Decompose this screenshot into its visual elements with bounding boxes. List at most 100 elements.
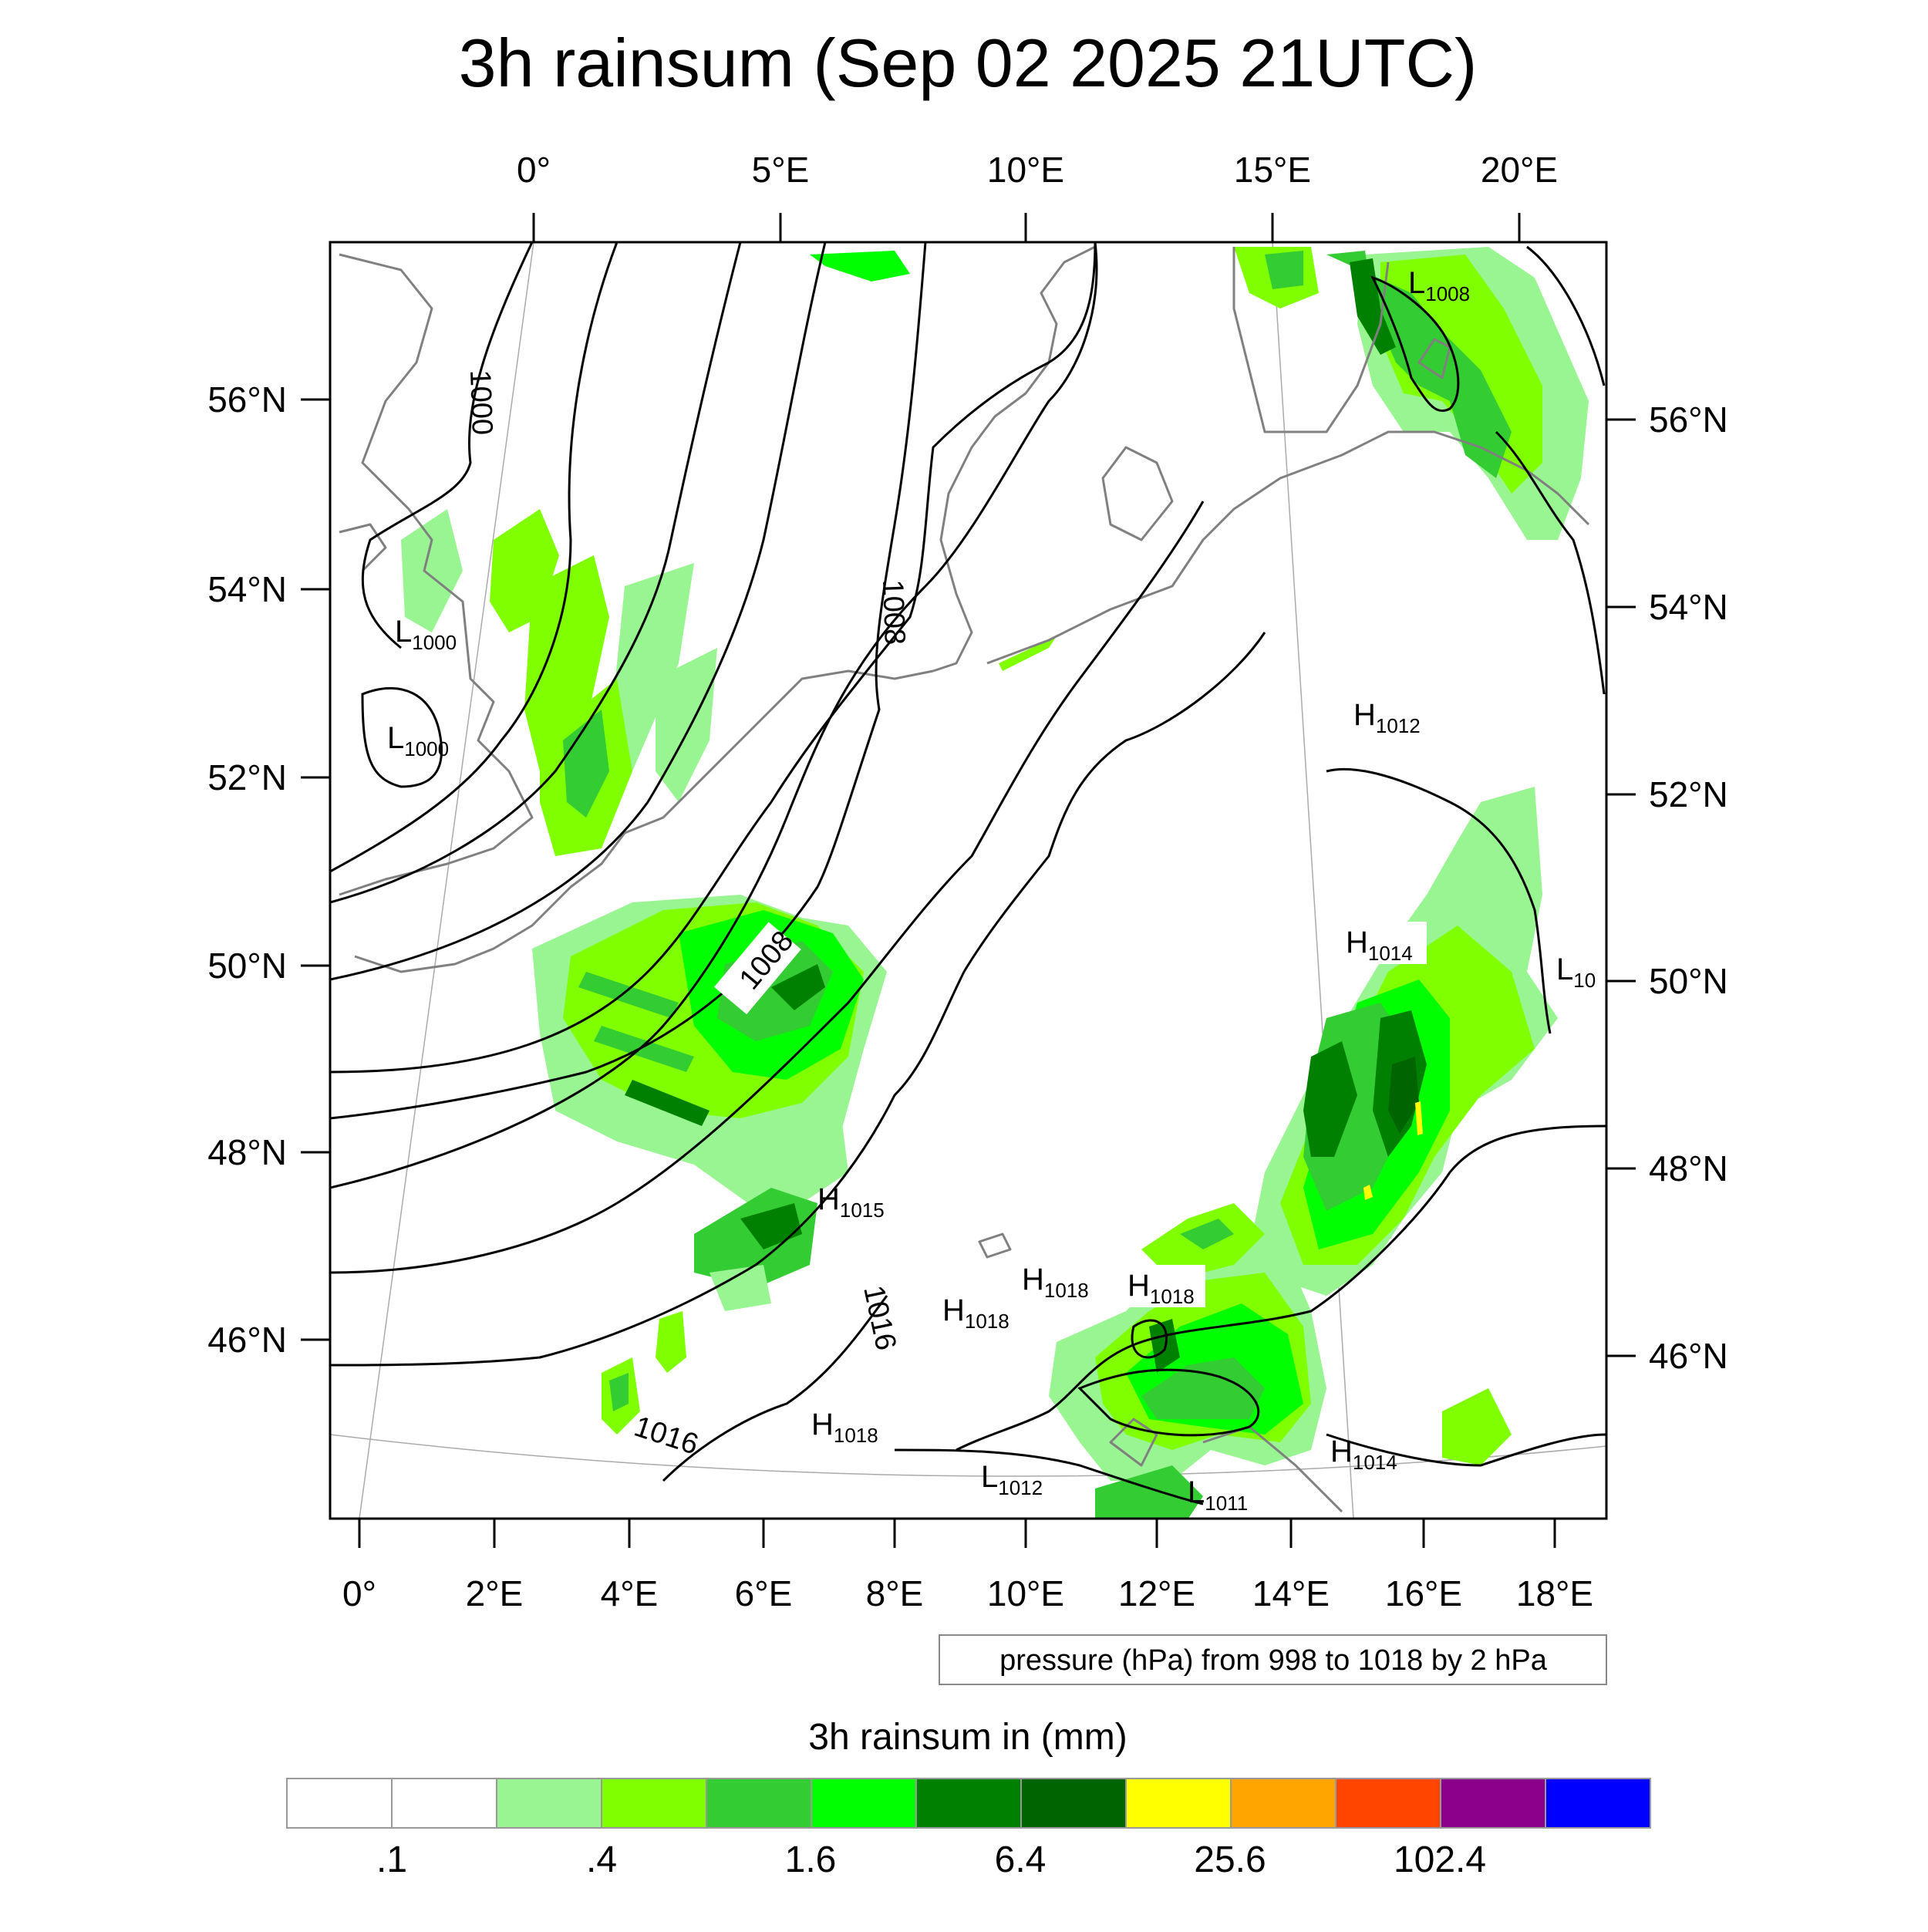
left-lat-label-1: 54°N (207, 569, 287, 609)
isobar-1012 (330, 242, 1098, 1189)
pressure-centers: L1000 L1000 L1008 H1012 H1014 L10 H1015 … (387, 266, 1596, 1515)
figure-title: 3h rainsum (Sep 02 2025 21UTC) (459, 25, 1478, 101)
top-lon-label-4: 20°E (1481, 150, 1558, 190)
coast-france-north (354, 832, 626, 973)
coast-lakes-alps (1109, 1418, 1158, 1467)
high-center-8: H1014 (1330, 1435, 1397, 1474)
colorbar-tick-2: 1.6 (785, 1839, 837, 1880)
colorbar-tick-5: 102.4 (1394, 1839, 1486, 1880)
isobar-1006 (330, 242, 827, 981)
svg-text:H1014: H1014 (1346, 926, 1413, 965)
colorbar-box-0 (286, 1778, 393, 1829)
colorbar-box-1 (391, 1778, 497, 1829)
colorbar-box-11 (1440, 1778, 1546, 1829)
rain-area-north-sea-band-2 (524, 555, 609, 771)
low-center-2: L1000 (387, 721, 449, 760)
right-ticks (1606, 418, 1636, 1357)
rain-area-vosges (771, 1111, 848, 1203)
right-lat-label-3: 50°N (1649, 961, 1728, 1001)
low-center-3: L1008 (1408, 266, 1470, 305)
high-center-6: H1018 (942, 1293, 1010, 1333)
low-center-5: L1012 (981, 1460, 1043, 1499)
svg-text:L1008: L1008 (1408, 266, 1470, 305)
coast-adriatic (1202, 1425, 1343, 1513)
top-lon-label-2: 10°E (987, 150, 1064, 190)
left-ticks (301, 398, 330, 1341)
high-center-7: H1018 (811, 1408, 878, 1447)
left-lat-label-5: 46°N (207, 1320, 287, 1360)
coast-denmark-islands (1101, 446, 1174, 541)
rain-area-benelux-core (771, 964, 825, 1010)
rain-area-streaks-b (594, 1026, 694, 1072)
rain-area-sweden-core (1265, 251, 1303, 289)
isobar-1002 (330, 242, 619, 873)
right-lat-label-5: 46°N (1649, 1336, 1728, 1376)
isobar-1014 (330, 501, 1205, 1274)
rain-area-loire-light (710, 1265, 771, 1311)
rain-area-kattegat (999, 636, 1057, 671)
rain-area-streaks-a (578, 972, 679, 1018)
coast-bodensee (978, 1232, 1012, 1259)
isobar-1016-lower (956, 1124, 1606, 1452)
isobar-1018-outer (1326, 767, 1552, 1034)
isobar-1014-alps (662, 1295, 888, 1482)
colorbar-tick-1: .4 (586, 1839, 617, 1880)
left-lat-label-2: 52°N (207, 757, 287, 797)
colorbar-box-6 (915, 1778, 1022, 1829)
high-center-4: H1018 (1022, 1263, 1089, 1302)
rain-area-po-valley (1095, 1465, 1203, 1519)
isobar-1000 (361, 242, 534, 649)
isobar-1016 (330, 632, 1266, 1367)
left-lat-label-4: 48°N (207, 1132, 287, 1172)
svg-text:H1012: H1012 (1353, 698, 1421, 737)
colorbar-box-9 (1230, 1778, 1336, 1829)
low-center-6: L1011 (1188, 1475, 1248, 1515)
isobar-1018-alps-b (1131, 1319, 1168, 1359)
rain-area-streaks-c (625, 1080, 710, 1126)
isobar-1012-south (894, 1448, 1204, 1505)
axis-labels: 0° 5°E 10°E 15°E 20°E 0° 2°E 4°E 6°E 8°E… (207, 150, 1728, 1613)
bottom-lon-label-5: 10°E (987, 1573, 1064, 1613)
high-center-5: H1018 (1122, 1265, 1205, 1308)
coast-baltic-south (986, 430, 1590, 665)
isobar-1012-east (1326, 1433, 1606, 1467)
meridian-15e-line (1272, 242, 1354, 1519)
rain-area-heavy-yellow (1415, 1101, 1423, 1135)
rain-area-southwest-cell (656, 1311, 686, 1373)
rain-area-alps-dark (1141, 1357, 1265, 1419)
map-panel: 1000 1008 1008 1016 1016 L1000 L1000 L10… (329, 241, 1608, 1520)
colorbar: 3h rainsum in (mm) .1 .4 1.6 6.4 25.6 10… (286, 1717, 1651, 1880)
rain-area-north-sea-band-3 (609, 563, 694, 771)
bottom-lon-label-4: 8°E (866, 1573, 924, 1613)
meridian-0-line (359, 242, 534, 1519)
rain-area-massif-central-core (609, 1373, 629, 1411)
map-frame (329, 241, 1608, 1520)
bottom-lon-label-0: 0° (342, 1573, 376, 1613)
high-center-1: H1012 (1353, 698, 1421, 737)
colorbar-title: 3h rainsum in (mm) (808, 1717, 1127, 1758)
rain-area-heavy-yellow-2 (1363, 1185, 1373, 1200)
colorbar-box-7 (1020, 1778, 1127, 1829)
low-center-4: L10 (1556, 953, 1596, 992)
isobar-1012-east-bound (1495, 430, 1606, 695)
svg-text:H1018: H1018 (1127, 1269, 1195, 1308)
right-lat-label-2: 52°N (1649, 774, 1728, 814)
high-center-3: H1015 (817, 1182, 885, 1222)
rain-area-skagerrak (810, 251, 910, 282)
colorbar-tick-labels: .1 .4 1.6 6.4 25.6 102.4 (376, 1839, 1486, 1880)
svg-text:H1014: H1014 (1330, 1435, 1397, 1474)
graticule (330, 242, 1606, 1519)
contour-label-1000: 1000 (463, 369, 498, 436)
isobar-1018-alps-a (1077, 1368, 1260, 1437)
left-lat-label-3: 50°N (207, 946, 287, 986)
svg-text:L1011: L1011 (1188, 1475, 1248, 1515)
svg-text:H1015: H1015 (817, 1182, 885, 1222)
top-lon-label-0: 0° (517, 150, 551, 190)
colorbar-tick-0: .1 (376, 1839, 407, 1880)
axis-ticks (301, 213, 1636, 1548)
contour-info-box: pressure (hPa) from 998 to 1018 by 2 hPa (939, 1634, 1607, 1685)
top-lon-label-3: 15°E (1234, 150, 1311, 190)
rain-area-dolomites-core (1180, 1219, 1234, 1249)
bottom-lon-label-1: 2°E (466, 1573, 524, 1613)
rain-area-czech-core-3 (1388, 1057, 1419, 1134)
